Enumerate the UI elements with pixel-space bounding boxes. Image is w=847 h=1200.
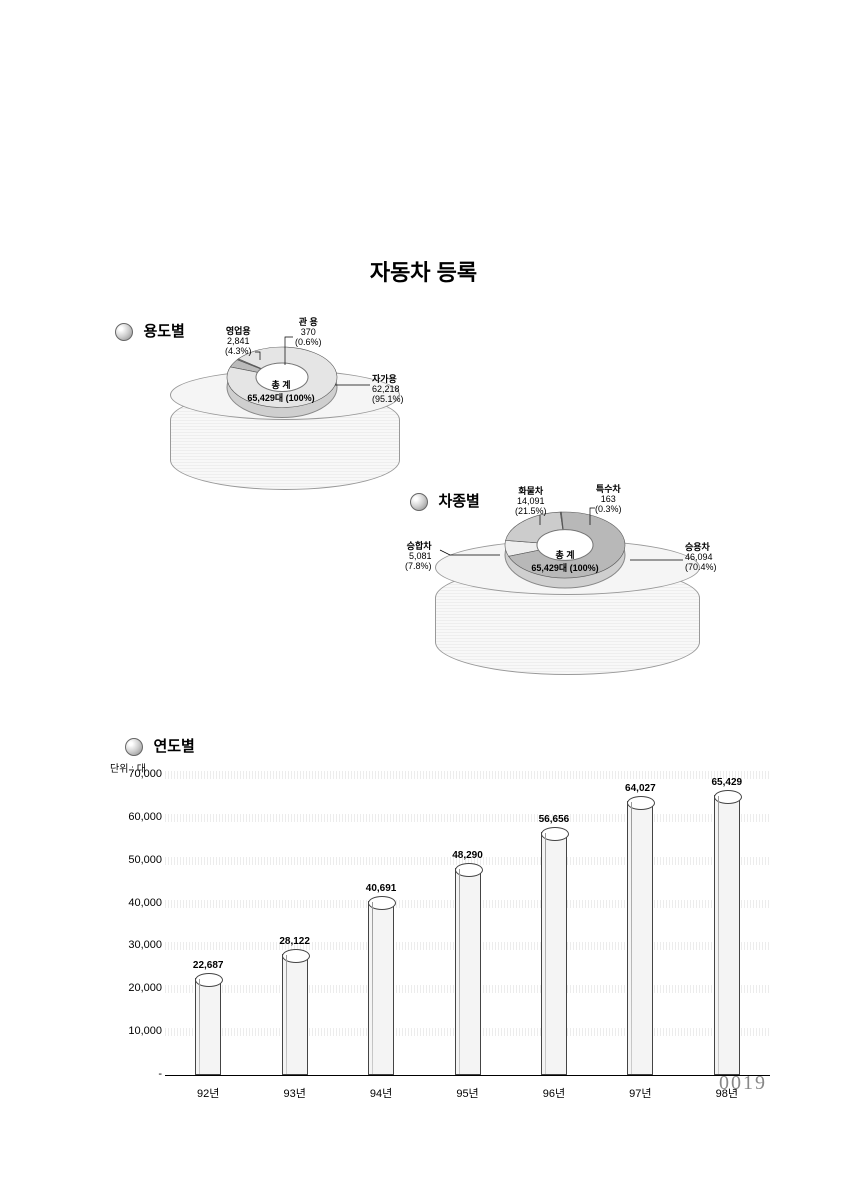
bar-category-label: 97년 <box>629 1085 651 1101</box>
grid-band <box>165 771 770 779</box>
bar-category-label: 94년 <box>370 1085 392 1101</box>
bar-value-label: 40,691 <box>366 883 397 894</box>
pie-chart-vehicle-type: 총 계 65,429대 (100%) 승합차 5,081 (7.8%) 화물차 … <box>390 490 760 700</box>
ytick: 70,000 <box>112 768 162 780</box>
ytick: - <box>112 1068 162 1080</box>
ytick: 10,000 <box>112 1025 162 1037</box>
bar <box>541 832 567 1075</box>
bar-value-label: 56,656 <box>539 814 570 825</box>
page-title: 자동차 등록 <box>0 255 847 287</box>
bar-value-label: 28,122 <box>279 936 310 947</box>
bar <box>368 901 394 1075</box>
bar-category-label: 92년 <box>197 1085 219 1101</box>
bar <box>714 795 740 1075</box>
bar-chart-yearly: 단위 : 대 -10,00020,00030,00040,00050,00060… <box>110 735 770 1115</box>
ytick: 60,000 <box>112 811 162 823</box>
grid-band <box>165 814 770 822</box>
ytick: 40,000 <box>112 897 162 909</box>
ytick: 20,000 <box>112 982 162 994</box>
bar-value-label: 64,027 <box>625 783 656 794</box>
ytick: 50,000 <box>112 854 162 866</box>
bar-category-label: 96년 <box>543 1085 565 1101</box>
bar-category-label: 95년 <box>456 1085 478 1101</box>
ytick: 30,000 <box>112 939 162 951</box>
bar <box>627 801 653 1075</box>
bar-value-label: 48,290 <box>452 850 483 861</box>
bar <box>282 954 308 1075</box>
page-number: 0019 <box>719 1072 767 1095</box>
bar-category-label: 93년 <box>283 1085 305 1101</box>
bar-value-label: 65,429 <box>711 777 742 788</box>
bar-plot-area: -10,00020,00030,00040,00050,00060,00070,… <box>110 775 770 1075</box>
x-axis-baseline <box>165 1075 770 1076</box>
bar <box>195 978 221 1075</box>
bar-value-label: 22,687 <box>193 960 224 971</box>
bar <box>455 868 481 1075</box>
